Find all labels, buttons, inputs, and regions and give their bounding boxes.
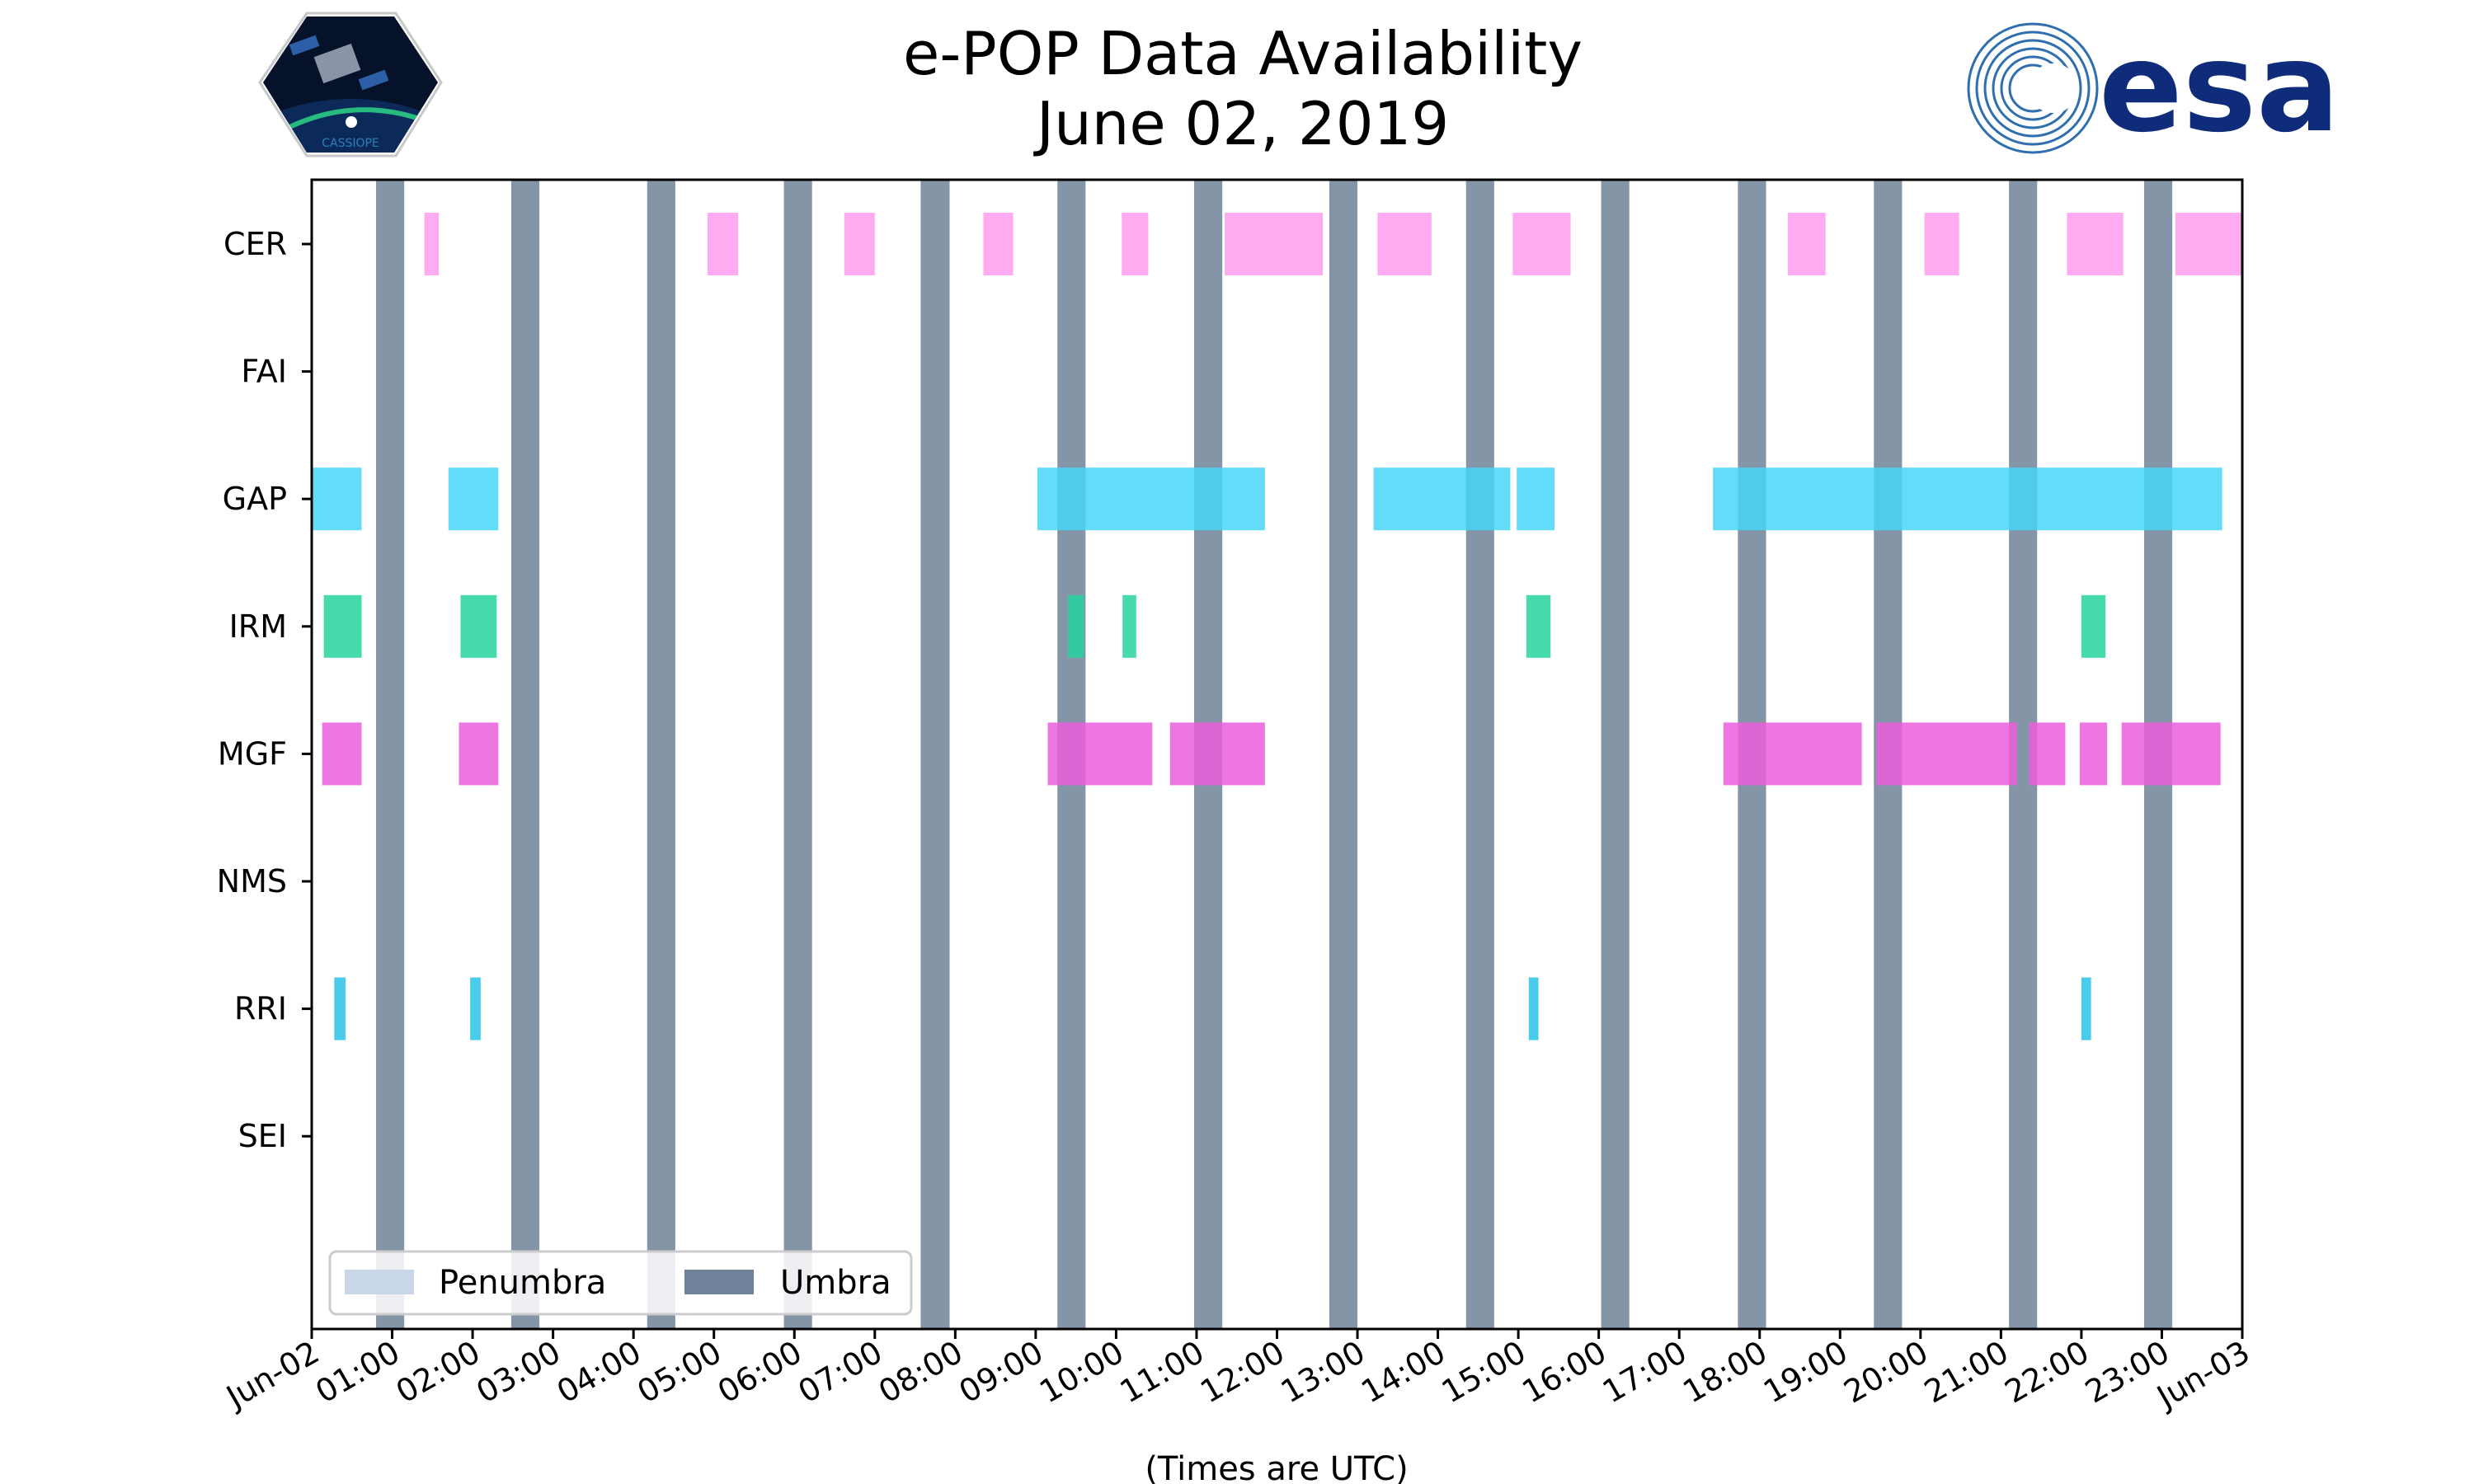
bar-cer — [1924, 213, 1959, 275]
bar-mgf — [1169, 722, 1265, 786]
bar-rri — [1528, 977, 1539, 1040]
chart-title: e-POP Data Availability — [903, 19, 1583, 88]
x-tick-label: 14:00 — [1355, 1334, 1451, 1411]
umbra-band — [510, 180, 540, 1329]
y-tick-label: MGF — [218, 735, 287, 772]
bar-cer — [1512, 213, 1571, 275]
x-axis: Jun-0201:0002:0003:0004:0005:0006:0007:0… — [219, 1329, 2256, 1416]
bar-irm — [1122, 594, 1136, 658]
x-tick-label: 18:00 — [1677, 1334, 1773, 1411]
bar-mgf — [459, 722, 499, 786]
bar-mgf — [2121, 722, 2221, 786]
bar-cer — [983, 213, 1014, 275]
umbra-band — [376, 180, 405, 1329]
bar-gap — [1713, 467, 2222, 531]
umbra-band — [1329, 180, 1358, 1329]
x-tick-label: 08:00 — [872, 1334, 969, 1411]
x-axis-label: (Times are UTC) — [1145, 1450, 1408, 1484]
bar-gap — [1373, 467, 1511, 531]
legend-box — [328, 1250, 913, 1316]
umbra-band — [920, 180, 950, 1329]
umbra-band — [1601, 180, 1630, 1329]
esa-logo: esa — [1967, 16, 2340, 160]
x-tick-label: 05:00 — [631, 1334, 727, 1411]
y-tick-label: GAP — [223, 481, 287, 517]
bar-mgf — [2079, 722, 2108, 786]
umbra-band — [1465, 180, 1494, 1329]
bar-irm — [460, 594, 497, 658]
y-axis: CER FAI GAP IRM MGF NMS RRI SEI — [217, 226, 312, 1154]
bar-irm — [1526, 594, 1551, 658]
esa-wordmark: esa — [2099, 16, 2340, 160]
bar-mgf — [2029, 722, 2066, 786]
bar-rri — [334, 977, 346, 1040]
x-tick-label: 04:00 — [551, 1334, 647, 1411]
y-tick-label: CER — [223, 226, 287, 262]
bar-gap — [338, 467, 362, 531]
bar-gap — [1037, 467, 1265, 531]
x-tick-label: 02:00 — [390, 1334, 487, 1411]
x-tick-label: 07:00 — [792, 1334, 888, 1411]
bar-mgf — [1723, 722, 1862, 786]
legend-swatch-penumbra — [345, 1270, 414, 1294]
x-tick-label: 09:00 — [953, 1334, 1050, 1411]
y-tick-label: RRI — [234, 991, 287, 1027]
x-tick-label: 11:00 — [1114, 1334, 1211, 1411]
legend: Penumbra Umbra — [328, 1250, 913, 1316]
x-tick-label: 10:00 — [1033, 1334, 1130, 1411]
legend-swatch-umbra — [684, 1270, 754, 1294]
x-tick-label: 12:00 — [1194, 1334, 1291, 1411]
y-tick-label: FAI — [241, 354, 287, 390]
bar-gap — [448, 467, 499, 531]
x-tick-label: 16:00 — [1516, 1334, 1612, 1411]
x-tick-label: 15:00 — [1436, 1334, 1532, 1411]
x-tick-label: 17:00 — [1597, 1334, 1693, 1411]
bar-cer — [707, 213, 738, 275]
bar-mgf — [1047, 722, 1153, 786]
bar-cer — [2175, 213, 2242, 275]
cassiope-caption: CASSIOPE — [322, 137, 379, 150]
chart-subtitle: June 02, 2019 — [1033, 89, 1449, 158]
bar-cer — [1122, 213, 1149, 275]
bar-gap — [312, 467, 339, 531]
y-tick-label: IRM — [229, 608, 287, 645]
x-tick-label: 01:00 — [309, 1334, 406, 1411]
legend-label-umbra: Umbra — [780, 1264, 891, 1302]
bar-cer — [1225, 213, 1324, 275]
bar-rri — [2081, 977, 2091, 1040]
bar-cer — [1377, 213, 1432, 275]
bar-cer — [844, 213, 875, 275]
x-tick-label: 20:00 — [1837, 1334, 1934, 1411]
y-tick-label: NMS — [217, 863, 287, 899]
bar-mgf — [322, 722, 362, 786]
y-tick-label: SEI — [238, 1118, 287, 1154]
data-bars — [312, 213, 2242, 1040]
x-tick-label: Jun-02 — [219, 1334, 326, 1416]
x-tick-label: 06:00 — [712, 1334, 808, 1411]
bar-irm — [2081, 594, 2106, 658]
x-tick-label: 21:00 — [1918, 1334, 2015, 1411]
umbra-band — [647, 180, 675, 1329]
x-tick-label: Jun-03 — [2150, 1334, 2256, 1416]
x-tick-label: 22:00 — [1999, 1334, 2095, 1411]
bar-gap — [1517, 467, 1555, 531]
bar-irm — [323, 594, 362, 658]
bar-rri — [470, 977, 481, 1040]
bar-cer — [1787, 213, 1826, 275]
bar-irm — [1067, 594, 1084, 658]
bar-mgf — [1876, 722, 2017, 786]
bar-cer — [424, 213, 440, 275]
legend-label-penumbra: Penumbra — [439, 1264, 606, 1302]
x-tick-label: 13:00 — [1275, 1334, 1371, 1411]
bar-cer — [2067, 213, 2124, 275]
x-tick-label: 19:00 — [1757, 1334, 1854, 1411]
x-tick-label: 03:00 — [470, 1334, 567, 1411]
umbra-band — [783, 180, 812, 1329]
